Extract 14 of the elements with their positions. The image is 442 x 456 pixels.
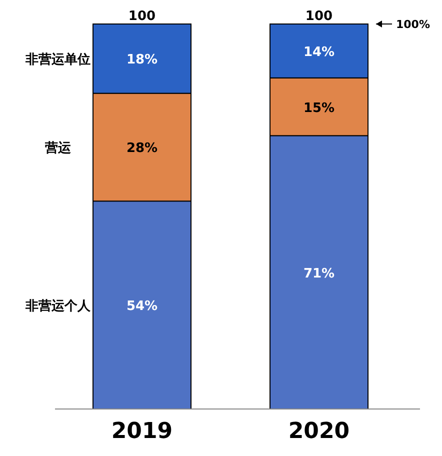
x-tick-label: 2019	[111, 419, 173, 444]
series-label: 营运	[44, 140, 72, 156]
data-label: 71%	[303, 266, 335, 282]
total-label: 100	[305, 9, 333, 24]
data-label: 15%	[303, 100, 335, 116]
data-label: 28%	[126, 141, 158, 156]
series-label: 非营运单位	[24, 52, 90, 68]
series-label: 非营运个人	[24, 298, 92, 314]
data-label: 54%	[126, 299, 158, 314]
total-label: 100	[128, 9, 156, 24]
annotation: 100%	[396, 18, 430, 31]
data-label: 14%	[303, 44, 335, 60]
data-label: 18%	[126, 52, 158, 68]
x-tick-label: 2020	[288, 419, 350, 444]
